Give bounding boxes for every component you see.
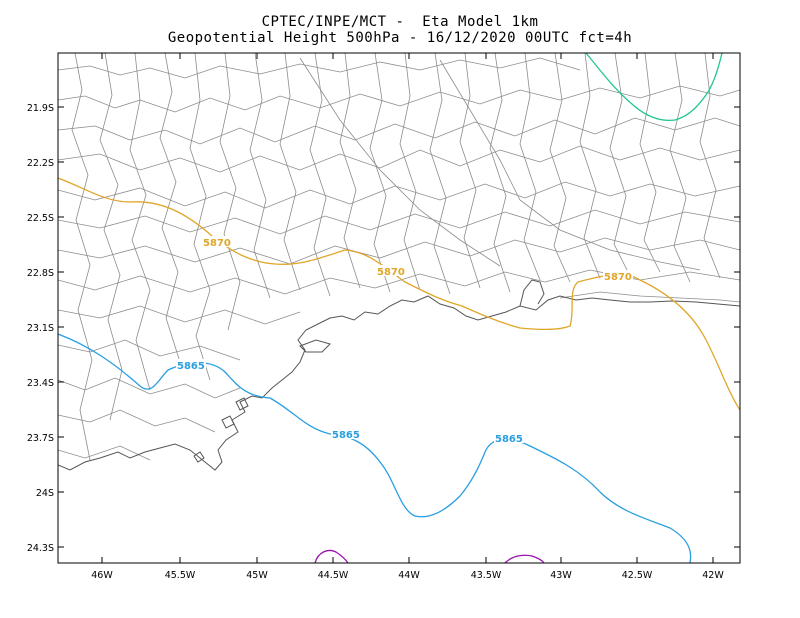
map-title: CPTEC/INPE/MCT - Eta Model 1km <box>261 14 539 30</box>
contour-label-5865-a: 5865 <box>177 361 205 372</box>
contour-purple-line-2 <box>504 554 545 563</box>
lat-label: 22.2S <box>27 158 54 169</box>
contour-label-5870-b: 5870 <box>377 267 405 278</box>
lon-label: 45W <box>246 570 268 581</box>
lon-label: 45.5W <box>165 570 196 581</box>
map-subtitle: Geopotential Height 500hPa - 16/12/2020 … <box>167 30 633 46</box>
contour-5865-line <box>58 333 692 563</box>
contour-purple-line-1 <box>314 549 349 563</box>
lat-label: 24.3S <box>27 543 54 554</box>
lat-ticks <box>58 106 740 548</box>
lon-label: 43.5W <box>471 570 502 581</box>
contour-label-5865-b: 5865 <box>332 430 360 441</box>
lat-label: 22.8S <box>27 268 54 279</box>
map-frame <box>57 52 741 564</box>
lon-label: 42W <box>702 570 724 581</box>
lon-labels: 46W 45.5W 45W 44.5W 44W 43.5W 43W 42.5W … <box>91 570 724 581</box>
contour-label-5870-a: 5870 <box>203 238 231 249</box>
lon-label: 44W <box>398 570 420 581</box>
lat-label: 22.5S <box>27 213 54 224</box>
lat-label: 23.1S <box>27 323 54 334</box>
contour-teal-line <box>585 53 723 122</box>
coastline <box>58 279 740 471</box>
municipal-boundaries <box>58 53 740 461</box>
lon-label: 46W <box>91 570 113 581</box>
contour-5870-line <box>58 177 740 411</box>
lat-label: 21.9S <box>27 103 54 114</box>
lon-label: 43W <box>550 570 572 581</box>
lon-ticks <box>101 53 714 563</box>
contour-labels: 5870 5870 5870 5865 5865 5865 <box>176 236 633 445</box>
lon-label: 42.5W <box>622 570 653 581</box>
lat-label: 24S <box>36 488 54 499</box>
contour-label-5865-c: 5865 <box>495 434 523 445</box>
lat-label: 23.4S <box>27 378 54 389</box>
lon-label: 44.5W <box>318 570 349 581</box>
contour-label-5870-c: 5870 <box>604 272 632 283</box>
lat-labels: 21.9S 22.2S 22.5S 22.8S 23.1S 23.4S 23.7… <box>27 103 54 554</box>
lat-label: 23.7S <box>27 433 54 444</box>
